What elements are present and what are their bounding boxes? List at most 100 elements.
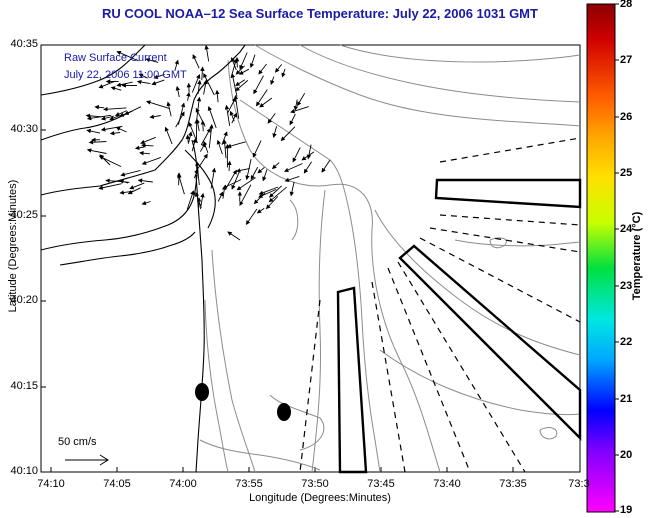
current-vector-arrow (274, 64, 283, 73)
x-tick-label: 73:45 (367, 478, 395, 490)
current-vector-arrow (258, 188, 277, 198)
coast-line (40, 111, 131, 141)
current-vector-arrow (195, 161, 200, 186)
current-vector-arrow (217, 191, 224, 202)
y-tick-label: 40:30 (10, 123, 38, 135)
coast-line (40, 44, 146, 96)
depth-contours (199, 44, 581, 473)
current-vector-arrow (303, 161, 312, 174)
current-vector-arrow (222, 139, 227, 159)
current-vector-arrow (127, 187, 141, 195)
contour-line (199, 439, 321, 471)
current-vector-arrow (141, 200, 151, 206)
current-vector-arrow (110, 86, 122, 91)
current-vector-arrow (151, 79, 165, 86)
contour-line (211, 249, 256, 473)
current-vector-arrow (210, 167, 217, 189)
current-vector-arrow (245, 159, 252, 181)
current-vector-arrow (208, 124, 214, 148)
current-vector-arrow (98, 80, 116, 89)
x-tick-label: 73:50 (301, 478, 329, 490)
x-tick-label: 74:00 (169, 478, 197, 490)
x-tick-label: 74:05 (103, 478, 131, 490)
current-vector-arrow (86, 114, 112, 121)
contour-line (239, 99, 381, 473)
current-vector-arrow (221, 131, 228, 145)
current-vector-arrow (100, 125, 123, 132)
contour-line (204, 299, 229, 473)
colorbar-tick-label: 20 (620, 449, 633, 461)
current-vector-arrow (235, 79, 246, 86)
y-tick-label: 40:25 (10, 209, 38, 221)
current-vector-arrow (265, 196, 279, 210)
current-vector-arrow (191, 73, 201, 93)
current-vector-arrow (231, 112, 237, 124)
y-tick-marks (41, 44, 46, 473)
current-vector-arrow (262, 169, 268, 182)
colorbar-label: Temperature (°C) (631, 211, 643, 301)
current-vector-arrow (166, 101, 172, 117)
y-axis-label: Latitude (Degrees:Minutes) (7, 179, 19, 313)
colorbar-ticks (615, 3, 619, 512)
colorbar-tick-label: 23 (620, 280, 633, 292)
current-vector-arrow (283, 163, 303, 172)
current-vector-arrow (149, 114, 161, 119)
current-vector-arrow (203, 72, 215, 96)
current-vector-arrow (224, 104, 231, 126)
station-marker (277, 403, 291, 421)
current-vector-arrow (222, 179, 242, 189)
current-vector-arrow (146, 100, 170, 110)
current-vector-arrow (200, 66, 205, 81)
coast-line (195, 174, 205, 473)
colorbar-scale (586, 3, 616, 513)
current-vector-arrow (141, 143, 154, 148)
current-vector-arrow (139, 150, 150, 156)
current-vector-arrow (200, 142, 206, 152)
current-vector-arrow (284, 175, 300, 183)
contour-line (299, 44, 581, 103)
current-vector-arrow (227, 231, 241, 241)
coast-line (59, 231, 196, 266)
colorbar-tick-label: 24 (620, 223, 633, 235)
current-vector-arrow (186, 91, 191, 101)
contour-line (289, 199, 299, 241)
current-vector-arrow (267, 113, 276, 124)
current-vector-arrow (204, 44, 210, 62)
current-vector-arrow (231, 169, 241, 190)
y-tick-label: 40:35 (10, 38, 38, 50)
current-vector-arrow (226, 141, 246, 149)
current-vector-arrow (258, 63, 267, 75)
contour-line (311, 189, 326, 473)
current-vector-arrow (129, 182, 145, 190)
current-vector-arrow (109, 130, 121, 136)
current-vector-arrow (239, 52, 248, 70)
current-vector-arrow (253, 75, 264, 95)
current-vector-arrow (191, 138, 197, 152)
current-vector-arrow (138, 73, 148, 79)
y-tick-label: 40:20 (10, 294, 38, 306)
current-vector-arrow (98, 183, 122, 190)
current-vector-arrow (185, 134, 191, 144)
scale-arrow-icon (99, 454, 109, 466)
current-vector-arrow (197, 79, 202, 94)
current-vector-arrow (280, 126, 296, 142)
current-vector-arrow (271, 162, 280, 170)
current-vector-arrow (103, 106, 127, 112)
current-vector-arrow (239, 184, 252, 206)
transect-box-east (434, 178, 582, 209)
current-vector-arrow (105, 178, 130, 183)
current-vector-arrow (140, 136, 156, 145)
current-vector-arrow (238, 68, 250, 75)
survey-transects (336, 178, 582, 474)
current-vector-arrow (86, 128, 101, 134)
transect-box-south (336, 286, 368, 474)
current-vector-arrow (137, 178, 153, 183)
current-vector-arrow (281, 68, 286, 78)
current-vector-arrow (255, 89, 268, 107)
colorbar-tick-label: 22 (620, 336, 633, 348)
current-vector-arrow (292, 147, 301, 163)
current-vector-arrow (85, 113, 102, 119)
current-vector-arrow (88, 139, 107, 145)
current-vector-arrow (230, 57, 237, 71)
current-vector-arrow (141, 156, 161, 165)
